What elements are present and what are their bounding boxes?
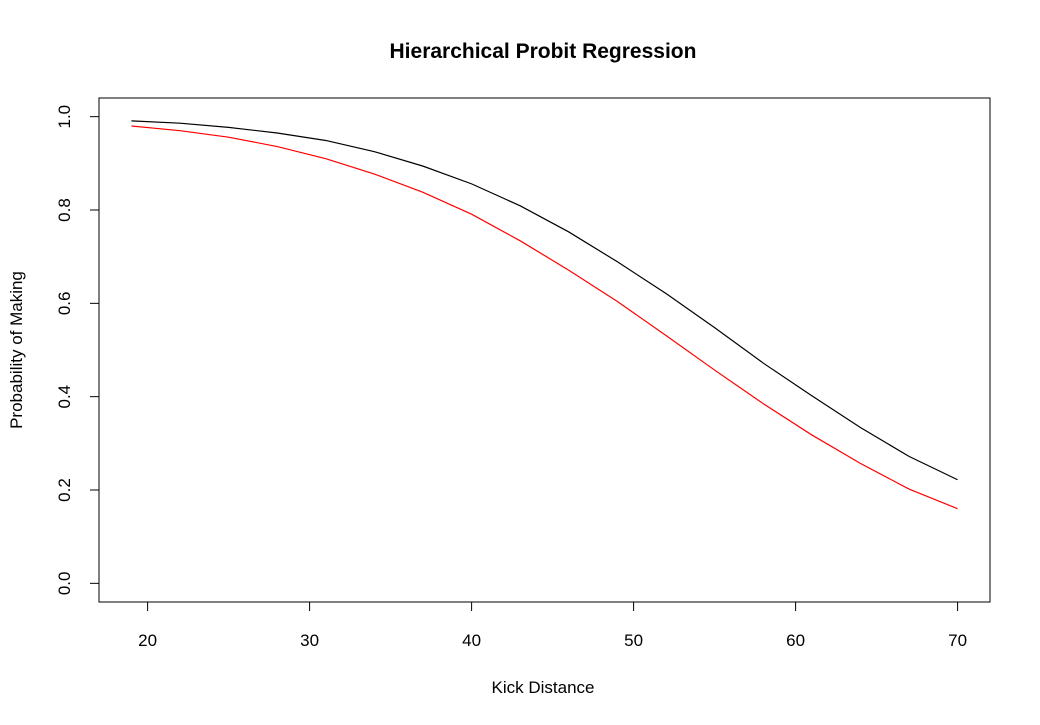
x-tick-label: 40 bbox=[462, 631, 481, 650]
y-tick-label: 0.8 bbox=[55, 198, 74, 222]
y-tick-label: 1.0 bbox=[55, 105, 74, 129]
x-tick-label: 30 bbox=[300, 631, 319, 650]
x-tick-label: 20 bbox=[138, 631, 157, 650]
series-line-1 bbox=[131, 120, 958, 481]
x-tick-label: 60 bbox=[786, 631, 805, 650]
y-tick-label: 0.2 bbox=[55, 478, 74, 502]
series-lines bbox=[131, 120, 958, 510]
plot-frame bbox=[98, 97, 991, 603]
y-axis: 0.0 0.2 0.4 0.6 0.8 1.0 bbox=[55, 105, 100, 596]
x-tick-label: 50 bbox=[624, 631, 643, 650]
x-axis-label: Kick Distance bbox=[492, 678, 595, 697]
y-tick-label: 0.0 bbox=[55, 572, 74, 596]
series-line-2 bbox=[131, 125, 958, 510]
y-axis-label: Probability of Making bbox=[7, 271, 26, 429]
x-axis: 20 30 40 50 60 70 bbox=[138, 601, 967, 650]
x-tick-label: 70 bbox=[948, 631, 967, 650]
y-tick-label: 0.4 bbox=[55, 385, 74, 409]
y-tick-label: 0.6 bbox=[55, 292, 74, 316]
chart-title: Hierarchical Probit Regression bbox=[390, 40, 697, 63]
